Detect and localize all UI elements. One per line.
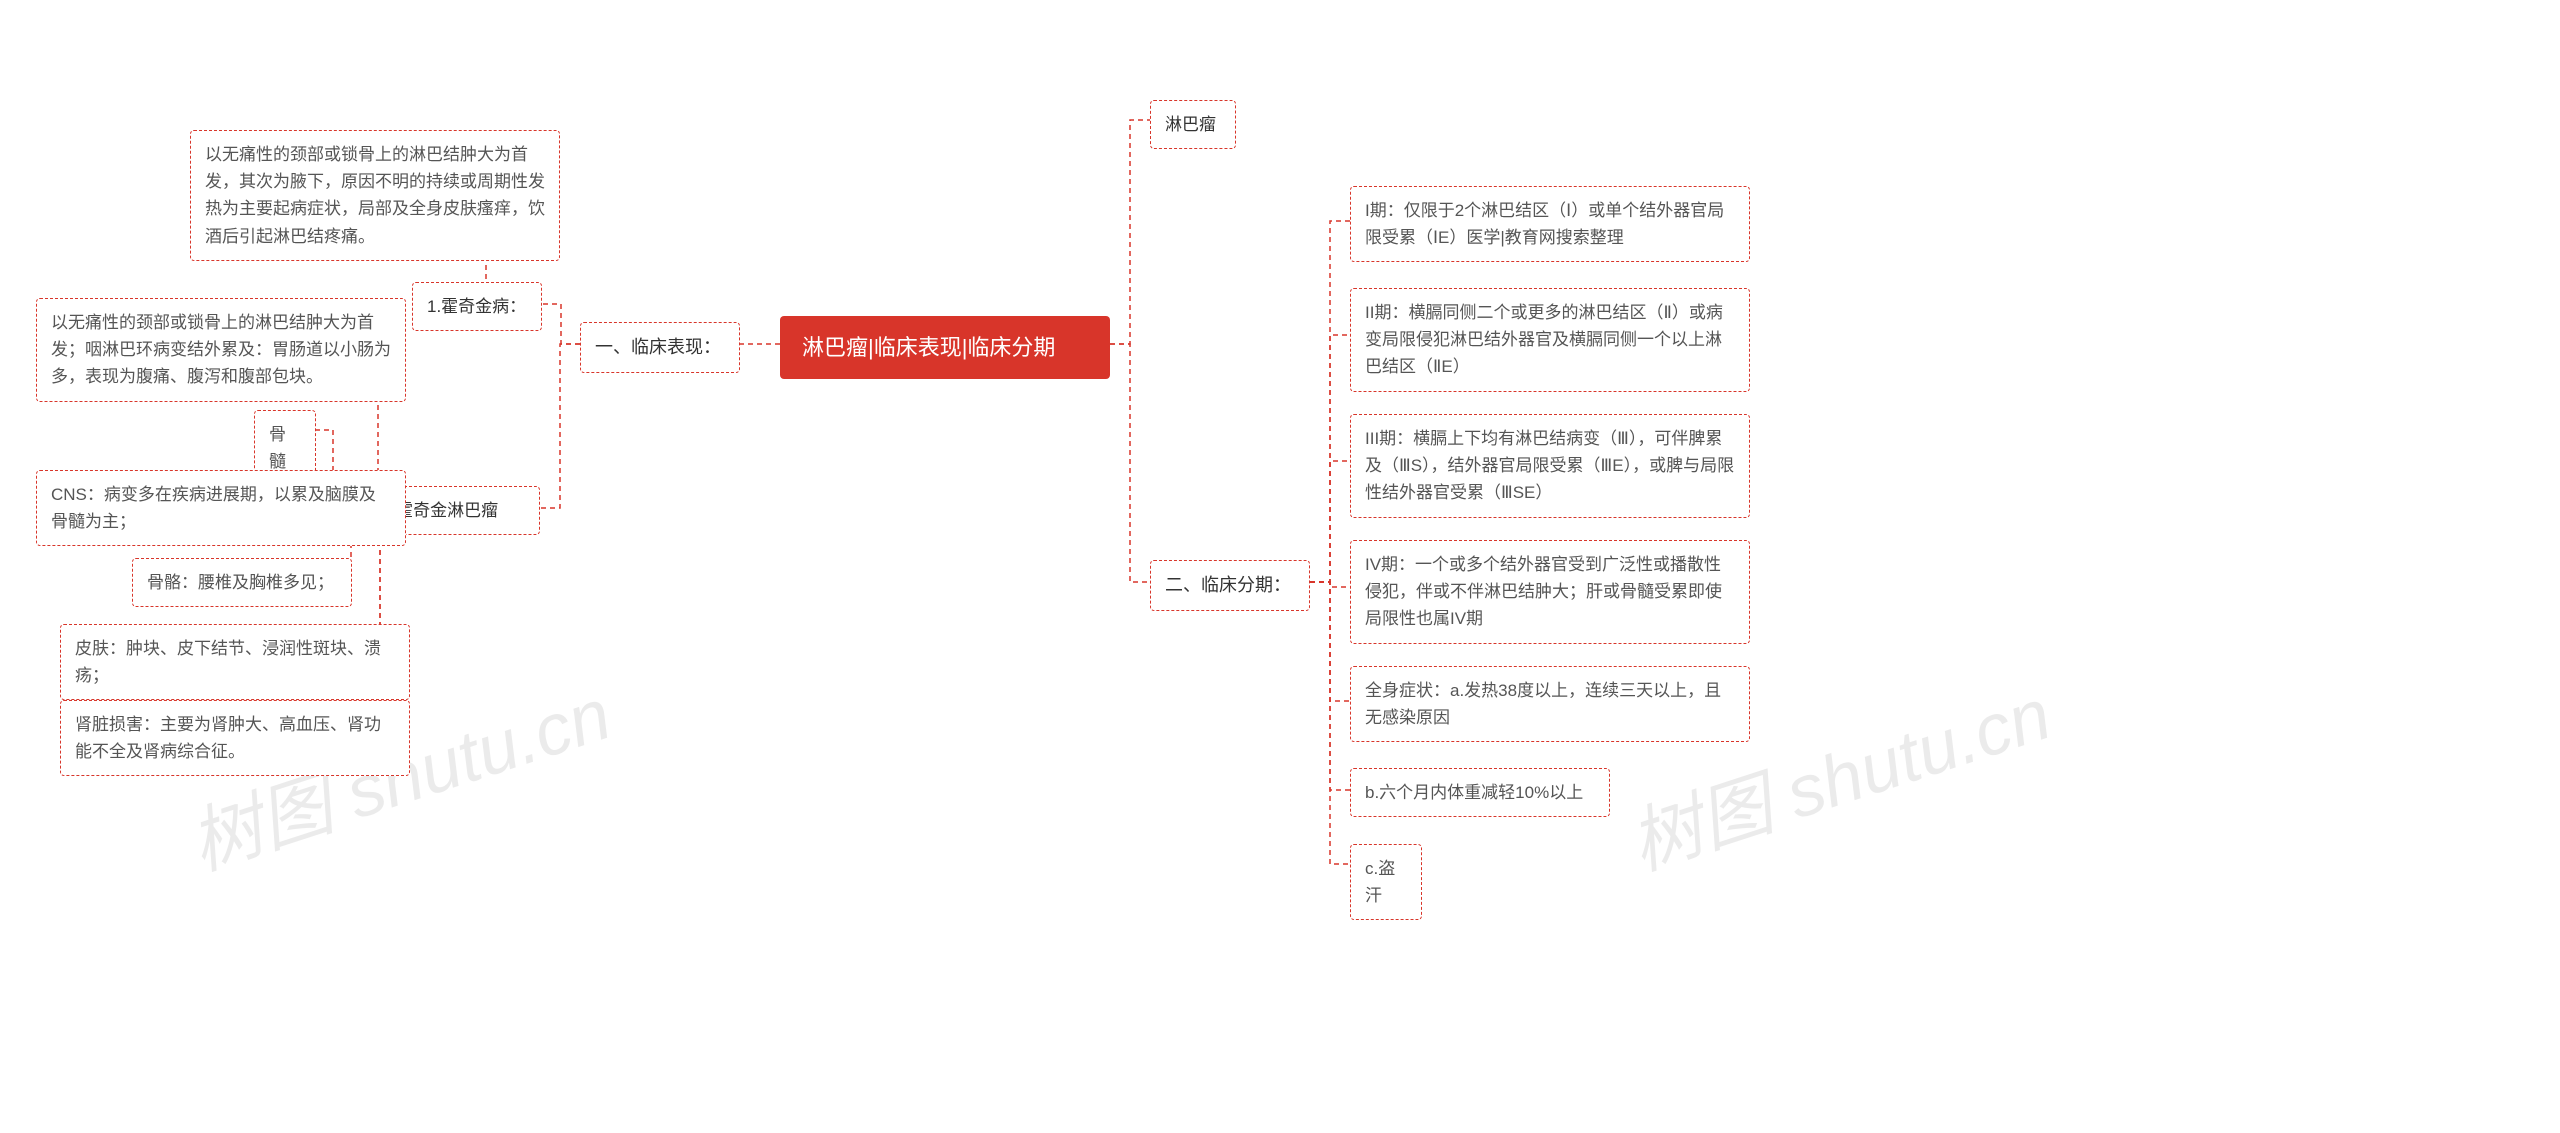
leaf-nhl-skin: 皮肤：肿块、皮下结节、浸润性斑块、溃疡；	[60, 624, 410, 700]
leaf-hodgkin-detail: 以无痛性的颈部或锁骨上的淋巴结肿大为首发，其次为腋下，原因不明的持续或周期性发热…	[190, 130, 560, 261]
leaf-nhl-skeleton: 骨骼：腰椎及胸椎多见；	[132, 558, 352, 607]
leaf-stage-4: IV期：一个或多个结外器官受到广泛性或播散性侵犯，伴或不伴淋巴结肿大；肝或骨髓受…	[1350, 540, 1750, 644]
leaf-stage-3: III期：横膈上下均有淋巴结病变（Ⅲ），可伴脾累及（ⅢS），结外器官局限受累（Ⅲ…	[1350, 414, 1750, 518]
leaf-stage-2: II期：横膈同侧二个或更多的淋巴结区（Ⅱ）或病变局限侵犯淋巴结外器官及横膈同侧一…	[1350, 288, 1750, 392]
leaf-nhl-cns: CNS：病变多在疾病进展期，以累及脑膜及骨髓为主；	[36, 470, 406, 546]
leaf-symptom-b: b.六个月内体重减轻10%以上	[1350, 768, 1610, 817]
leaf-stage-1: I期：仅限于2个淋巴结区（Ⅰ）或单个结外器官局限受累（ⅠE）医学|教育网搜索整理	[1350, 186, 1750, 262]
leaf-symptom-c: c.盗汗	[1350, 844, 1422, 920]
branch-clinical-staging: 二、临床分期：	[1150, 560, 1310, 611]
root-node: 淋巴瘤|临床表现|临床分期	[780, 316, 1110, 379]
leaf-nhl-gi: 以无痛性的颈部或锁骨上的淋巴结肿大为首发；咽淋巴环病变结外累及：胃肠道以小肠为多…	[36, 298, 406, 402]
branch-hodgkin: 1.霍奇金病：	[412, 282, 542, 331]
branch-lymphoma: 淋巴瘤	[1150, 100, 1236, 149]
leaf-symptom-a: 全身症状：a.发热38度以上，连续三天以上，且无感染原因	[1350, 666, 1750, 742]
branch-clinical-presentation: 一、临床表现：	[580, 322, 740, 373]
leaf-nhl-kidney: 肾脏损害：主要为肾肿大、高血压、肾功能不全及肾病综合征。	[60, 700, 410, 776]
